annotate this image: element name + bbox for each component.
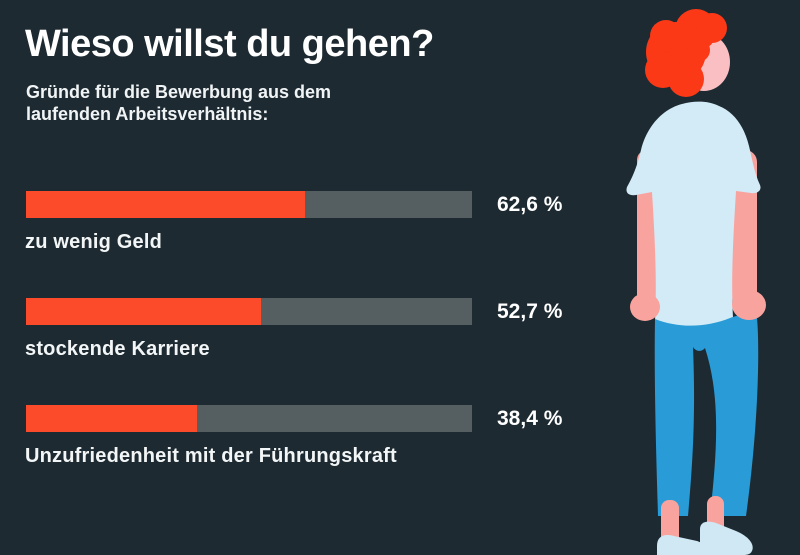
bar-fill (26, 405, 198, 432)
person-illustration (626, 9, 766, 555)
bar-category-label: stockende Karriere (25, 338, 210, 360)
bar-category-label: zu wenig Geld (25, 231, 163, 253)
chart-subtitle: Gründe für die Bewerbung aus dem laufend… (26, 82, 332, 124)
bar-category-label: Unzufriedenheit mit der Führungskraft (25, 445, 397, 467)
bar-value-label: 38,4 % (497, 407, 563, 430)
bar-value-label: 52,7 % (497, 300, 563, 323)
bar-track (26, 298, 472, 325)
person-hand-left (630, 293, 660, 321)
bar-value-label: 62,6 % (497, 193, 563, 216)
person-shirt (626, 101, 761, 327)
person-hand-right (732, 290, 766, 320)
person-shoe-left (657, 535, 709, 555)
bar-track (26, 191, 472, 218)
person-hair-icon (645, 9, 727, 97)
chart-title: Wieso willst du gehen? (25, 23, 434, 65)
person-shoe-right (700, 521, 753, 555)
bar-track (26, 405, 472, 432)
person-jeans (654, 314, 759, 516)
bar-fill (26, 191, 306, 218)
bar-fill (26, 298, 262, 325)
